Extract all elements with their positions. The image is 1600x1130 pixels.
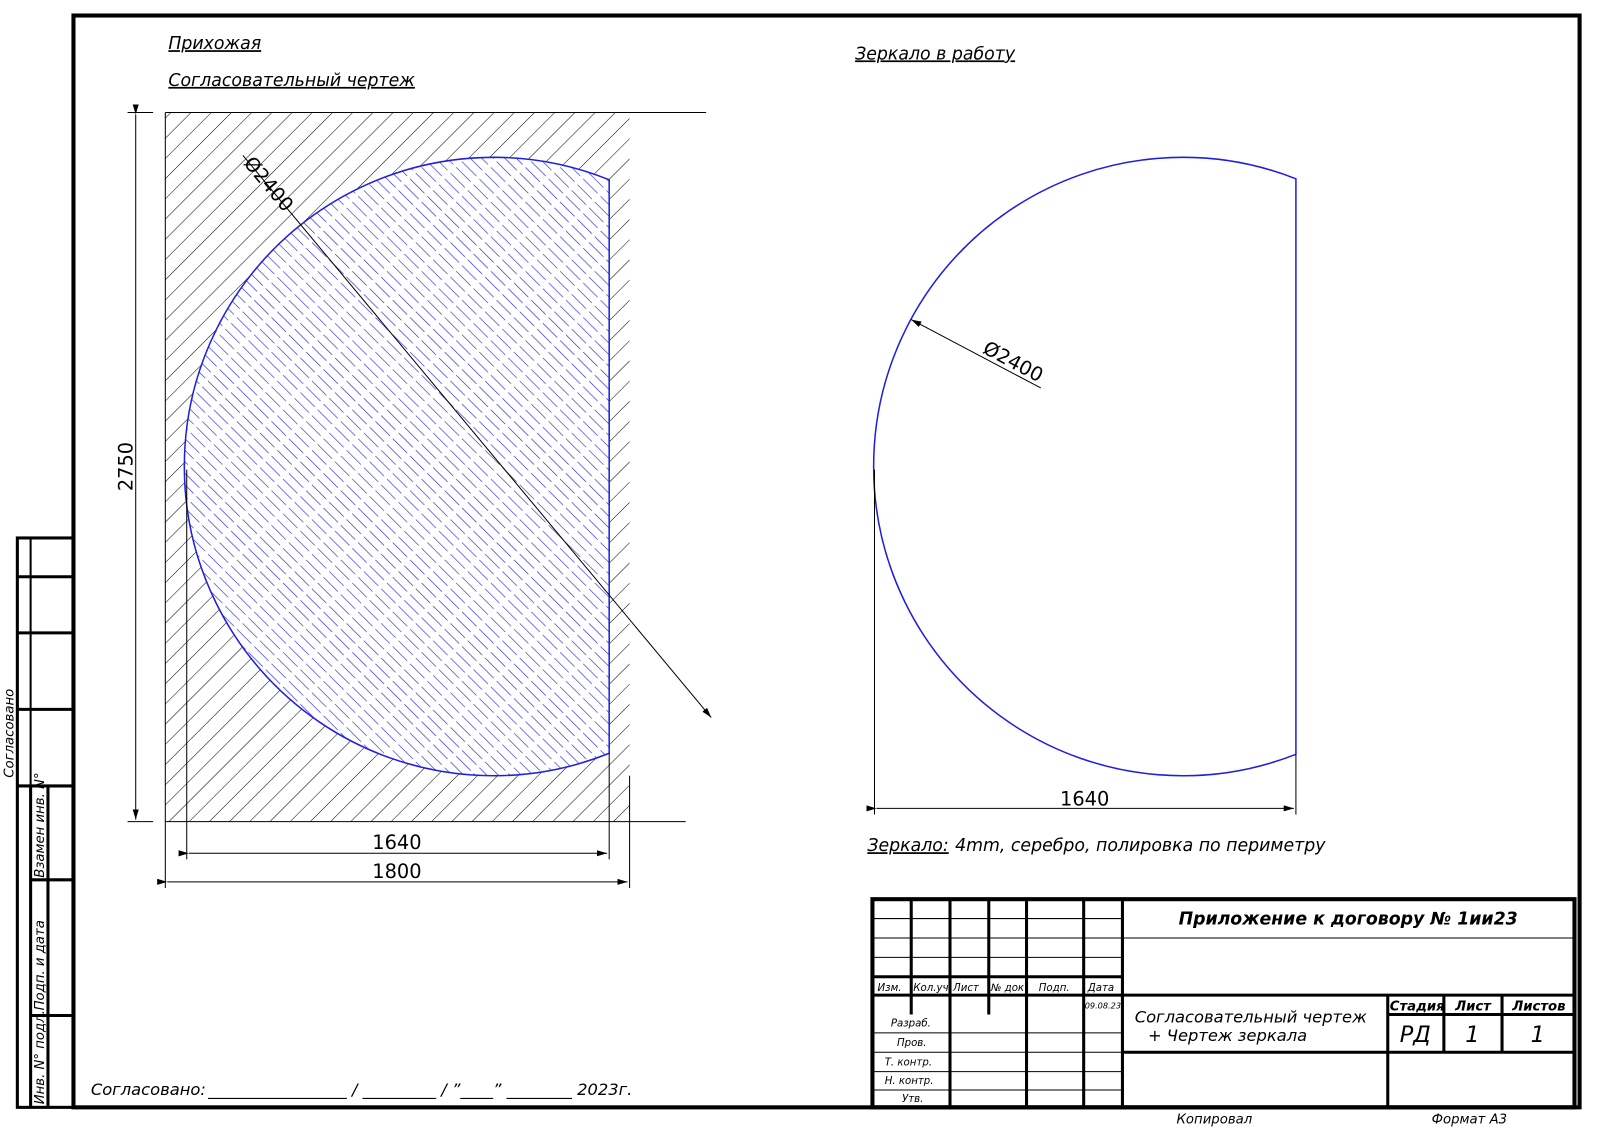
stage-value: РД: [1400, 1022, 1431, 1048]
room-title: Прихожая: [168, 34, 261, 54]
col-header: № док: [990, 983, 1025, 994]
approval-label: Согласовано:: [91, 1080, 206, 1099]
document-title: Приложение к договору № 1ии23: [1179, 910, 1518, 930]
name-line: Согласовательный чертеж: [1135, 1008, 1367, 1027]
stage-header: Листов: [1511, 999, 1565, 1014]
role: Пров.: [897, 1038, 927, 1049]
note-label: Зеркало:: [867, 836, 948, 856]
right-title: Зеркало в работу: [855, 44, 1016, 64]
format-label: Формат А3: [1432, 1113, 1507, 1128]
date: 09.08.23: [1085, 1000, 1121, 1010]
stage-header: Стадия: [1390, 999, 1445, 1014]
stage-header: Лист: [1454, 999, 1492, 1014]
dim-height: 2750: [115, 442, 138, 491]
approval-line: _________________ / _________ / ”____” _…: [207, 1080, 632, 1100]
col-header: Кол.уч: [913, 983, 948, 994]
dim-inner-width: 1640: [372, 831, 421, 854]
agreed-label: Согласовано: [2, 689, 17, 778]
col-header: Дата: [1087, 983, 1114, 994]
role: Разраб.: [891, 1018, 931, 1030]
note-text: 4mm, серебро, полировка по периметру: [955, 836, 1326, 856]
stamp-field: Взамен инв. N°: [33, 772, 48, 877]
role: Н. контр.: [885, 1076, 934, 1087]
stamp-field: Инв. N° подл.: [33, 1010, 48, 1104]
stamp-field: Подп. и дата: [33, 920, 48, 1010]
dim-outer-width: 1800: [372, 860, 421, 883]
side-stamp: Согласовано Инв. N° подл. Подп. и дата В…: [2, 536, 75, 1109]
name-line: + Чертеж зеркала: [1148, 1026, 1307, 1045]
stage-value: 1: [1531, 1022, 1545, 1048]
title-block: Приложение к договору № 1ии23 Согласоват…: [870, 897, 1577, 1128]
left-drawing: 2750 1640 1800 Ø2400: [115, 104, 712, 888]
col-header: Изм.: [878, 983, 902, 994]
copied-label: Копировал: [1177, 1113, 1253, 1128]
dim-width: 1640: [1060, 787, 1109, 810]
subtitle: Согласовательный чертеж: [168, 71, 415, 91]
role: Т. контр.: [885, 1058, 932, 1069]
col-header: Лист: [952, 983, 980, 994]
role: Утв.: [902, 1094, 923, 1105]
col-header: Подп.: [1039, 983, 1070, 994]
stage-value: 1: [1465, 1022, 1479, 1048]
